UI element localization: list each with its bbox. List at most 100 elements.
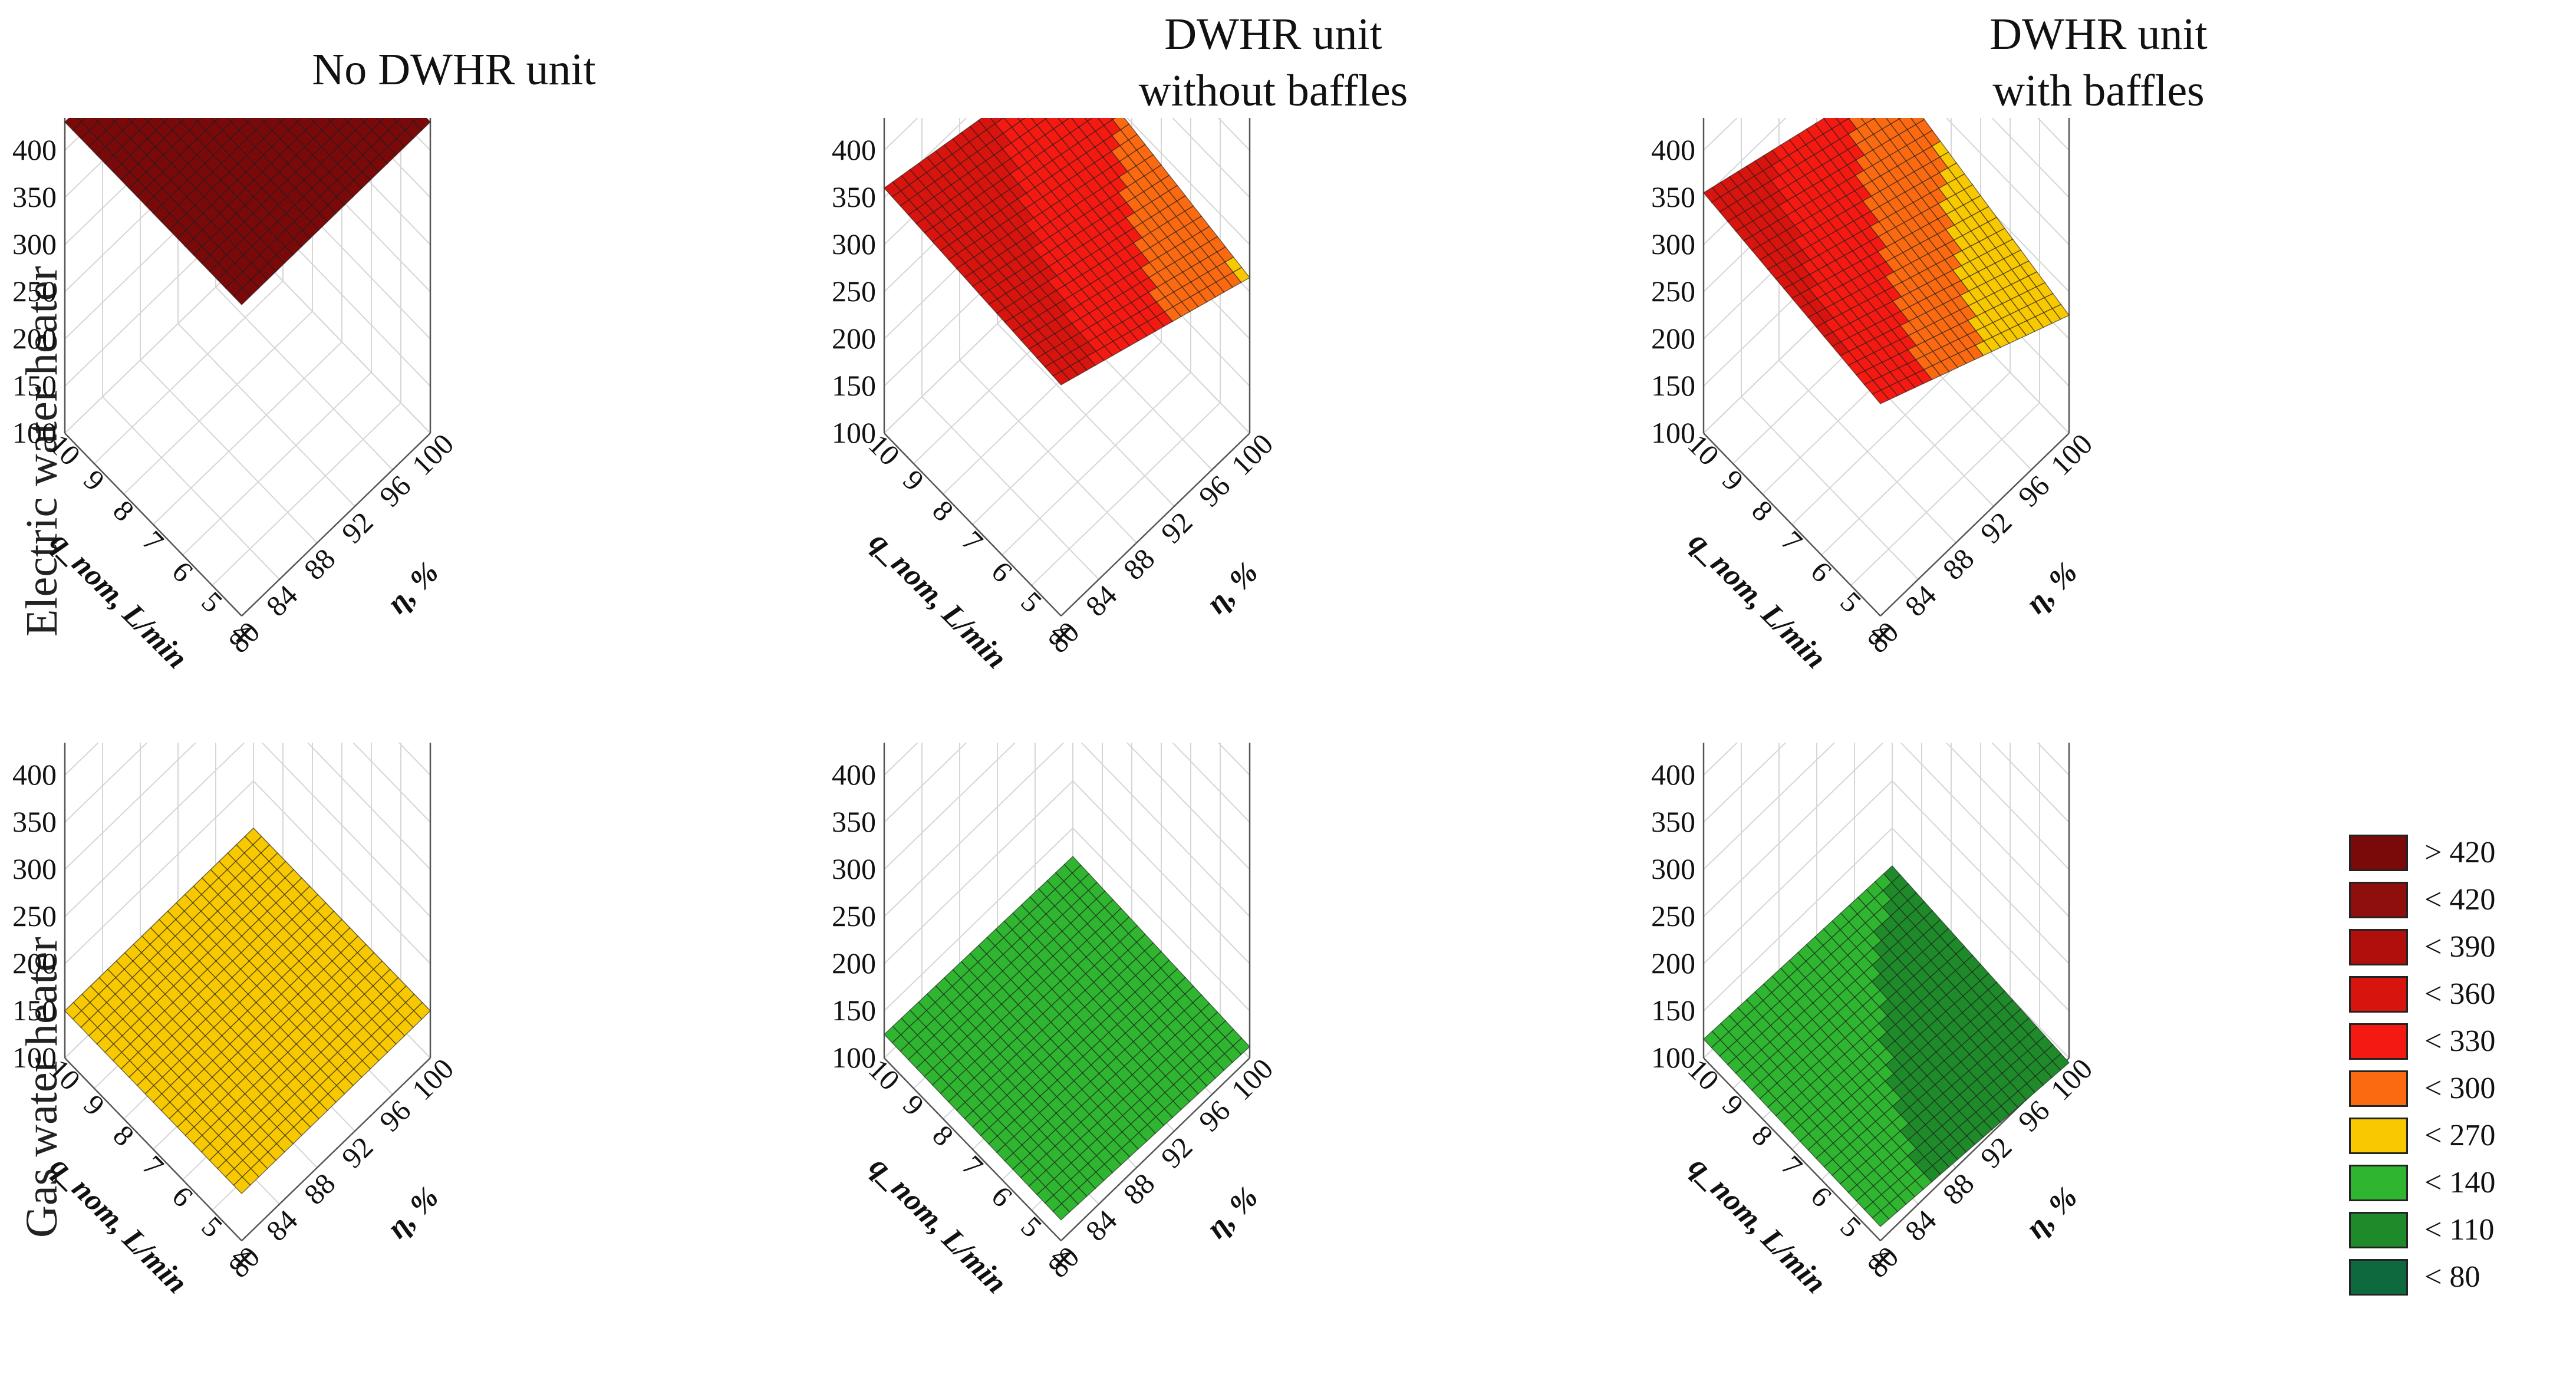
y-tick-label: 7: [1775, 1149, 1809, 1182]
column-title-no-dwhr: No DWHR unit: [159, 41, 749, 98]
grid-line: [64, 743, 197, 870]
x-tick-label: 80: [1042, 615, 1086, 660]
axis-edge: [1880, 433, 2070, 617]
y-tick-label: 6: [1804, 1179, 1838, 1213]
z-tick-label: 450: [832, 743, 876, 744]
surface-cell: [375, 118, 386, 123]
axis-frame: [64, 743, 431, 1241]
surface-cell: [93, 118, 103, 123]
y-tick-label: 8: [926, 1119, 960, 1152]
x-axis-title: η, %: [2020, 1181, 2084, 1245]
y-axis-title: q_nom, L/min: [863, 1150, 1013, 1300]
legend-swatch: [2349, 1212, 2408, 1248]
axis-frame: [64, 118, 431, 617]
legend-swatch: [2349, 1165, 2408, 1201]
y-tick-label: 6: [985, 1179, 1019, 1213]
y-tick-label: 5: [1834, 585, 1867, 619]
z-tick-label: 300: [832, 852, 876, 885]
z-tick-label: 350: [12, 180, 57, 213]
surface: [64, 828, 431, 1194]
y-tick-label: 7: [1775, 524, 1809, 558]
legend-item: < 360: [2349, 971, 2561, 1019]
column-title-without-baffles: DWHR unit without baffles: [979, 6, 1568, 119]
x-tick-label: 84: [1079, 579, 1124, 623]
z-tick-label: 300: [1651, 852, 1695, 885]
x-tick-label: 92: [335, 506, 380, 550]
surface-cell: [160, 118, 170, 123]
y-axis-title: q_nom, L/min: [863, 525, 1013, 675]
z-tick-label: 450: [12, 743, 57, 744]
x-tick-label: 88: [298, 1167, 342, 1211]
z-tick-label: 400: [832, 133, 876, 166]
surface-cell: [326, 118, 336, 123]
legend-item: < 270: [2349, 1113, 2561, 1160]
y-tick-label: 5: [1014, 1210, 1048, 1244]
grid-line: [64, 743, 245, 917]
column-title-line2: without baffles: [1138, 66, 1408, 116]
surface-cell: [243, 118, 253, 123]
x-tick-label: 88: [298, 542, 342, 586]
z-tick-label: 200: [1651, 947, 1695, 980]
z-tick-label: 350: [1651, 180, 1695, 213]
y-tick-label: 9: [77, 463, 111, 497]
grid-line: [1791, 341, 1981, 525]
x-tick-label: 88: [1117, 1167, 1161, 1211]
legend-swatch: [2349, 1259, 2408, 1296]
legend-item: > 420: [2349, 830, 2561, 877]
column-title-line1: DWHR unit: [1989, 9, 2208, 59]
y-tick-label: 6: [985, 555, 1019, 588]
y-axis-title: q_nom, L/min: [44, 1150, 194, 1300]
z-tick-label: 150: [832, 369, 876, 402]
grid-line: [1703, 743, 1836, 870]
x-tick-label: 80: [222, 615, 266, 660]
legend-label: < 420: [2425, 883, 2496, 917]
x-tick-label: 84: [1899, 579, 1943, 623]
x-tick-label: 84: [1899, 1204, 1943, 1248]
z-tick-label: 100: [832, 1041, 876, 1074]
axis-frame: [1702, 118, 2070, 617]
x-axis-title: η, %: [1200, 1181, 1265, 1245]
grid-line: [972, 341, 1162, 525]
grid-line: [64, 780, 254, 964]
surface-cell: [226, 118, 236, 123]
z-tick-label: 100: [1651, 1041, 1695, 1074]
z-tick-label: 300: [12, 228, 57, 261]
axis-edge: [64, 433, 242, 617]
surface-cell: [1872, 389, 1890, 404]
z-tick-label: 350: [1651, 805, 1695, 838]
grid-line: [123, 311, 313, 495]
x-axis-title: η, %: [381, 1181, 446, 1245]
surface-cell: [259, 118, 269, 123]
x-tick-label: 100: [1225, 427, 1280, 482]
y-tick-label: 5: [1014, 585, 1048, 619]
y-tick-label: 7: [956, 1149, 989, 1182]
legend-label: > 420: [2425, 836, 2496, 869]
axis-frame: [883, 118, 1251, 617]
surface-cell: [409, 118, 419, 123]
column-title-with-baffles: DWHR unit with baffles: [1804, 6, 2393, 119]
surface-cell: [126, 118, 136, 123]
legend: > 420 < 420 < 390 < 360 < 330 < 300 < 27…: [2349, 830, 2561, 1301]
legend-swatch: [2349, 1023, 2408, 1060]
grid-line: [182, 371, 372, 556]
surface-panel-gas-no-dwhr: 1001502002503003504004504567891080848892…: [12, 743, 460, 1300]
surface-cell: [342, 118, 353, 123]
column-title-line2: with baffles: [1992, 66, 2205, 116]
z-tick-label: 200: [12, 947, 57, 980]
y-tick-label: 7: [956, 524, 989, 558]
x-tick-label: 96: [1193, 469, 1237, 513]
surface-cell: [276, 118, 286, 123]
surface-cell: [176, 118, 186, 123]
y-tick-label: 9: [897, 463, 930, 497]
x-tick-label: 88: [1936, 542, 1981, 586]
grid-line: [884, 743, 919, 776]
z-tick-label: 450: [12, 118, 57, 119]
grid-line: [64, 743, 100, 776]
grid-line: [1703, 828, 1893, 1011]
legend-swatch: [2349, 835, 2408, 871]
y-axis-title: q_nom, L/min: [44, 525, 194, 675]
z-tick-label: 150: [12, 369, 57, 402]
x-tick-label: 80: [1861, 615, 1905, 660]
z-tick-label: 200: [12, 322, 57, 355]
z-tick-label: 300: [1651, 228, 1695, 261]
